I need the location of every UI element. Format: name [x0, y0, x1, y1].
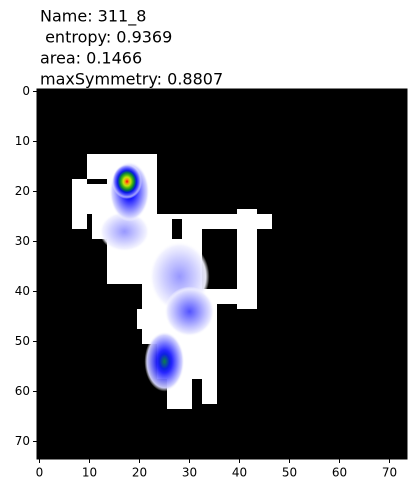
x-tick-label: 40 — [232, 466, 247, 480]
density-blob — [99, 211, 150, 252]
mask-region — [212, 289, 257, 304]
density-blob — [164, 286, 215, 337]
y-tick-label: 40 — [15, 284, 30, 298]
x-tick-label: 30 — [182, 466, 197, 480]
y-tick-label: 70 — [15, 434, 30, 448]
chart-title: entropy: 0.9369 — [40, 28, 172, 47]
chart-title: area: 0.1466 — [40, 49, 142, 68]
mask-hole — [87, 179, 107, 184]
mask-hole — [172, 219, 182, 239]
mask-region — [202, 324, 217, 404]
x-tick-label: 0 — [36, 466, 44, 480]
y-tick-label: 20 — [15, 184, 30, 198]
mask-region — [137, 309, 162, 329]
x-tick-label: 60 — [332, 466, 347, 480]
y-tick-label: 50 — [15, 334, 30, 348]
y-tick-label: 10 — [15, 134, 30, 148]
y-tick-label: 60 — [15, 384, 30, 398]
chart-title: maxSymmetry: 0.8807 — [40, 70, 223, 89]
axes-frame — [36, 88, 408, 460]
chart-title: Name: 311_8 — [40, 7, 146, 27]
y-tick-label: 30 — [15, 234, 30, 248]
density-blob — [144, 331, 185, 392]
mask-region — [72, 179, 87, 229]
x-tick-label: 10 — [82, 466, 97, 480]
density-blob — [112, 164, 142, 199]
x-tick-label: 70 — [382, 466, 397, 480]
y-tick-label: 0 — [22, 84, 30, 98]
x-tick-label: 50 — [282, 466, 297, 480]
mask-region — [237, 209, 257, 309]
x-tick-label: 20 — [132, 466, 147, 480]
